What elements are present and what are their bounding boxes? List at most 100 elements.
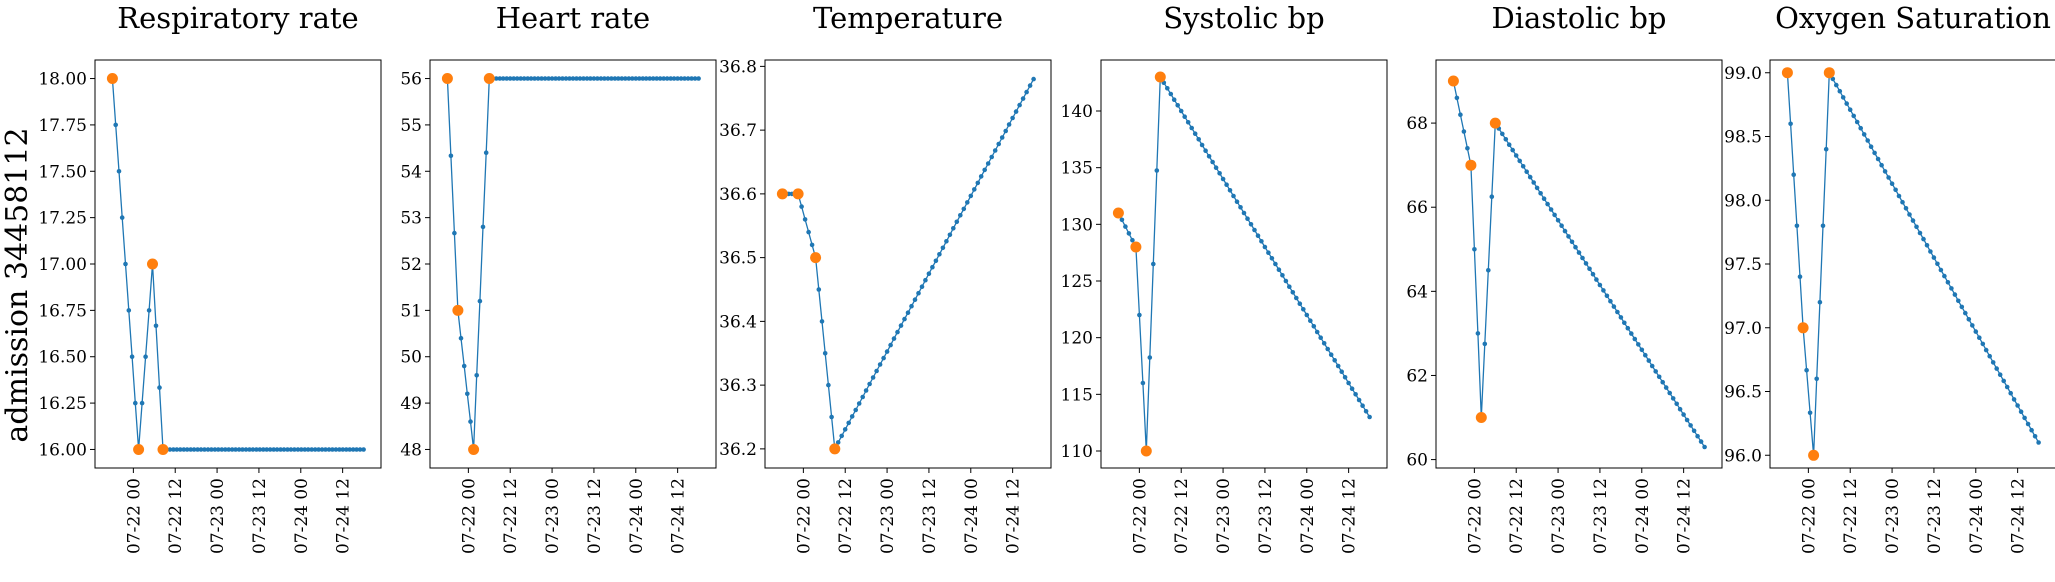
interpolated-point bbox=[1520, 164, 1526, 169]
interpolated-point bbox=[1791, 172, 1796, 177]
interpolated-point bbox=[1137, 312, 1142, 318]
interpolated-point bbox=[1569, 239, 1575, 245]
interpolated-point bbox=[1513, 153, 1519, 158]
interpolated-point bbox=[1646, 358, 1652, 363]
interpolated-point bbox=[1147, 355, 1153, 360]
interpolated-point bbox=[1360, 403, 1365, 409]
interpolated-point bbox=[285, 447, 290, 452]
interpolated-point bbox=[556, 76, 562, 81]
interpolated-point bbox=[643, 76, 649, 81]
x-tick-label: 07-22 00 bbox=[459, 478, 479, 554]
interpolated-point bbox=[1189, 125, 1194, 131]
interpolated-point bbox=[1175, 103, 1180, 108]
interpolated-point bbox=[1649, 363, 1655, 369]
interpolated-point bbox=[1266, 250, 1271, 255]
interpolated-point bbox=[528, 76, 534, 81]
y-tick-label: 18.00 bbox=[38, 70, 87, 90]
x-tick-label: 07-23 00 bbox=[543, 478, 563, 554]
chart-panel: Heart rate 48 49 50 51 52 53 54 55 56 07-22 00 07-2… bbox=[400, 1, 717, 554]
interpolated-point bbox=[1332, 358, 1337, 363]
interpolated-point bbox=[1308, 318, 1313, 324]
interpolated-point bbox=[340, 447, 346, 452]
interpolated-point bbox=[1210, 159, 1215, 165]
interpolated-point bbox=[926, 271, 932, 277]
interpolated-point bbox=[191, 447, 197, 452]
observed-point bbox=[1823, 67, 1835, 79]
chart-title: Temperature bbox=[813, 1, 1003, 35]
observed-point bbox=[1465, 159, 1477, 171]
x-tick-label: 07-24 00 bbox=[1967, 478, 1987, 554]
interpolated-point bbox=[448, 153, 454, 159]
interpolated-point bbox=[1527, 174, 1533, 180]
interpolated-point bbox=[1817, 299, 1823, 305]
interpolated-point bbox=[1335, 363, 1341, 369]
interpolated-point bbox=[822, 351, 828, 356]
interpolated-point bbox=[591, 76, 597, 81]
interpolated-point bbox=[1970, 323, 1975, 328]
y-tick-label: 125 bbox=[1061, 272, 1093, 292]
interpolated-point bbox=[1196, 137, 1201, 142]
x-tick-label: 07-24 12 bbox=[1340, 478, 1360, 554]
interpolated-point bbox=[612, 76, 618, 81]
interpolated-point bbox=[1506, 142, 1512, 147]
x-tick-label: 07-24 12 bbox=[2009, 478, 2029, 554]
interpolated-point bbox=[2022, 415, 2027, 421]
interpolated-point bbox=[1220, 176, 1226, 182]
interpolated-point bbox=[961, 206, 967, 212]
interpolated-point bbox=[1517, 158, 1522, 164]
interpolated-point bbox=[689, 76, 694, 81]
interpolated-point bbox=[849, 414, 855, 419]
interpolated-point bbox=[602, 76, 607, 81]
observed-point bbox=[792, 188, 804, 200]
y-tick-label: 98.0 bbox=[1724, 191, 1762, 211]
interpolated-point bbox=[799, 204, 804, 209]
interpolated-point bbox=[1611, 304, 1617, 309]
interpolated-point bbox=[2032, 434, 2038, 439]
y-tick-label: 140 bbox=[1061, 102, 1093, 122]
interpolated-point bbox=[1837, 88, 1843, 94]
interpolated-point bbox=[243, 447, 249, 452]
interpolated-series-line bbox=[1786, 70, 2040, 456]
interpolated-point bbox=[1840, 95, 1846, 100]
interpolated-point bbox=[846, 420, 851, 426]
y-tick-label: 98.5 bbox=[1724, 128, 1762, 148]
interpolated-point bbox=[1566, 234, 1571, 239]
plot-frame bbox=[94, 59, 382, 469]
interpolated-point bbox=[350, 447, 356, 452]
interpolated-point bbox=[1670, 396, 1676, 401]
interpolated-point bbox=[682, 76, 687, 81]
interpolated-point bbox=[1653, 369, 1658, 374]
interpolated-point bbox=[1794, 223, 1800, 229]
interpolated-point bbox=[1804, 367, 1809, 373]
interpolated-point bbox=[570, 76, 576, 81]
panels: Respiratory rate 16.00 16.25 16.50 16.75 17.0… bbox=[38, 1, 2055, 554]
interpolated-point bbox=[1559, 223, 1564, 228]
interpolated-point bbox=[1907, 212, 1912, 217]
interpolated-point bbox=[909, 303, 914, 309]
interpolated-point bbox=[1297, 301, 1303, 307]
interpolated-point bbox=[357, 447, 363, 452]
interpolated-point bbox=[609, 76, 614, 81]
interpolated-point bbox=[1681, 412, 1686, 417]
interpolated-point bbox=[1807, 410, 1813, 416]
interpolated-point bbox=[1199, 142, 1205, 148]
interpolated-point bbox=[337, 447, 342, 452]
y-tick-label: 54 bbox=[400, 162, 422, 182]
interpolated-point bbox=[326, 447, 332, 452]
interpolated-point bbox=[595, 76, 600, 81]
interpolated-point bbox=[1290, 290, 1296, 295]
interpolated-point bbox=[153, 323, 159, 329]
interpolated-point bbox=[930, 264, 935, 270]
y-tick-label: 97.5 bbox=[1724, 255, 1762, 275]
interpolated-point bbox=[1304, 312, 1310, 318]
interpolated-point bbox=[626, 76, 632, 81]
interpolated-point bbox=[1217, 171, 1222, 176]
interpolated-point bbox=[1674, 401, 1679, 407]
interpolated-point bbox=[514, 76, 520, 81]
observed-point bbox=[147, 258, 158, 270]
interpolated-point bbox=[323, 447, 328, 452]
interpolated-point bbox=[640, 76, 646, 81]
interpolated-point bbox=[1861, 132, 1867, 137]
interpolated-point bbox=[1283, 278, 1289, 284]
interpolated-point bbox=[598, 76, 604, 81]
